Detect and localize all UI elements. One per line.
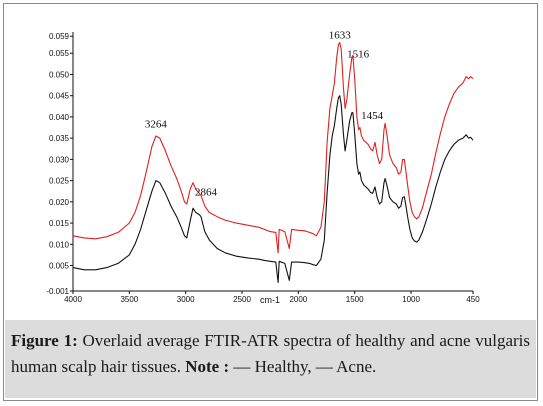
y-tick-label: 0.055	[49, 49, 70, 58]
note-text: — Healthy, — Acne.	[229, 357, 377, 376]
caption-text: Overlaid average FTIR-ATR spectra of hea…	[11, 331, 530, 376]
peak-label: 2864	[195, 186, 218, 198]
y-tick-label: 0.015	[49, 219, 70, 228]
y-tick-label: 0.030	[49, 155, 70, 164]
y-tick-label: 0.010	[49, 240, 70, 249]
ftir-chart: -0.001 0.005 0.010 0.015 0.020 0.025 0.030 0.03…	[46, 29, 480, 305]
x-tick-label: 3500	[120, 295, 138, 304]
y-tick-label: 0.040	[49, 113, 70, 122]
peak-label: 1454	[361, 110, 384, 122]
peak-label: 3264	[145, 119, 168, 131]
x-tick-label: 450	[466, 295, 480, 304]
figure-caption: Figure 1: Overlaid average FTIR-ATR spec…	[5, 320, 536, 398]
x-tick-label: 2000	[289, 295, 307, 304]
y-tick-label: 0.059	[49, 32, 70, 41]
y-tick-label: 0.005	[49, 262, 70, 271]
x-tick-label: 2500	[233, 295, 251, 304]
peak-label: 1633	[329, 29, 352, 41]
series-line-acne	[72, 42, 474, 254]
y-tick-label: 0.020	[49, 198, 70, 207]
x-tick-label: 4000	[64, 295, 82, 304]
y-tick-label: 0.045	[49, 92, 70, 101]
caption-label: Figure 1:	[11, 331, 78, 350]
y-tick-label: -0.001	[46, 287, 69, 296]
x-tick-label: 1500	[346, 295, 364, 304]
peak-annotations: 3264 2864 1633 1516 1454	[145, 29, 384, 198]
x-tick-label: 3000	[177, 295, 195, 304]
y-tick-label: 0.025	[49, 177, 70, 186]
series-group	[72, 42, 474, 284]
series-line-healthy	[72, 95, 474, 284]
x-tick-label: 1000	[402, 295, 420, 304]
axes: -0.001 0.005 0.010 0.015 0.020 0.025 0.030 0.03…	[46, 32, 480, 304]
y-tick-label: 0.035	[49, 134, 70, 143]
y-tick-label: 0.050	[49, 70, 70, 79]
peak-label: 1516	[347, 48, 370, 60]
x-axis-title: cm-1	[260, 295, 280, 305]
note-label: Note :	[185, 357, 230, 376]
